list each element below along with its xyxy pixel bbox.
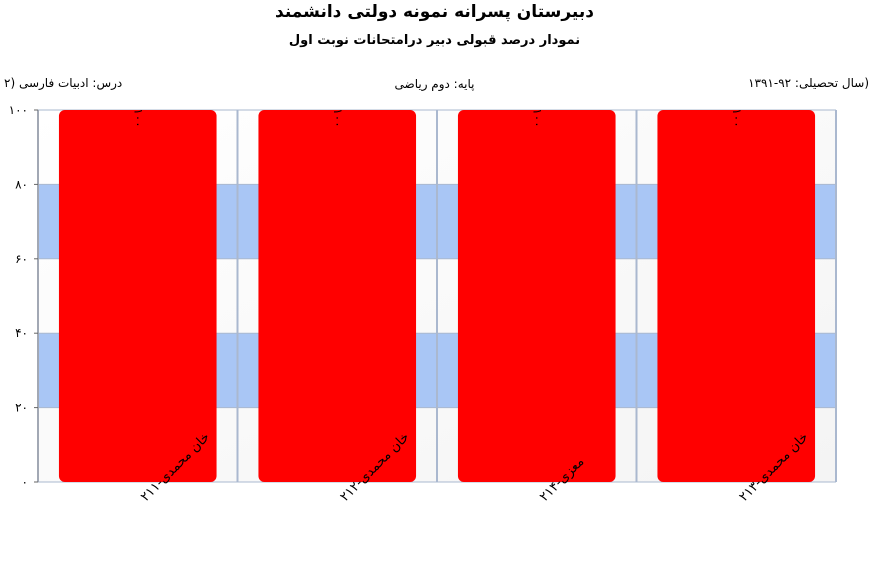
chart-subtitle: نمودار درصد قبولی دبیر درامتحانات نوبت ا… [288, 33, 581, 48]
bar-value-label: ۱۰۰ [730, 108, 744, 127]
bar [457, 110, 616, 482]
y-tick-label: ۴۰ [15, 326, 28, 340]
bar [58, 110, 217, 482]
academic-year-label: سال تحصیلی: ۹۲-۱۳۹۱) [748, 76, 869, 90]
bar [657, 110, 816, 482]
bar-value-label: ۱۰۰ [530, 108, 544, 127]
bar-value-label: ۱۰۰ [131, 108, 145, 127]
y-tick-label: ۰ [22, 475, 28, 489]
y-tick-label: ۲۰ [15, 401, 28, 415]
report-title: دبیرستان پسرانه نمونه دولتی دانشمند [275, 2, 594, 22]
y-tick-label: ۸۰ [15, 177, 28, 191]
bar [258, 110, 417, 482]
grade-label: پایه: دوم ریاضی [394, 77, 475, 91]
y-tick-label: ۶۰ [15, 252, 28, 266]
y-tick-label: ۱۰۰ [9, 103, 28, 117]
bar-value-label: ۱۰۰ [331, 108, 345, 127]
course-label: درس: ادبیات فارسی (۲ [4, 76, 123, 90]
